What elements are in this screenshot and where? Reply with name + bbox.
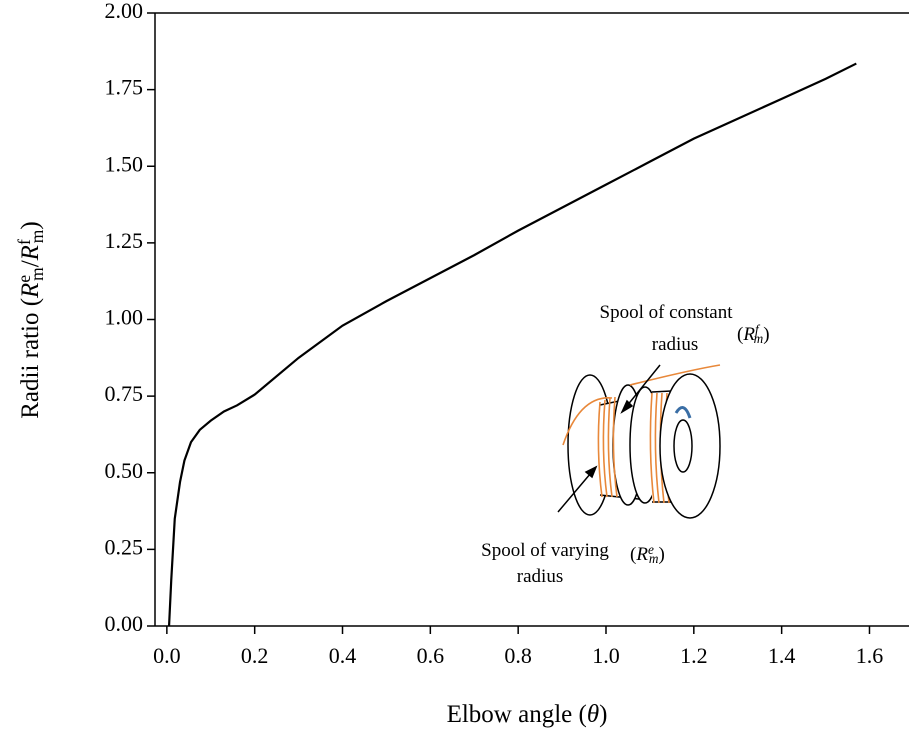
x-axis-label-part: ) — [599, 701, 607, 728]
x-tick-label: 0.6 — [417, 643, 445, 668]
annotation-symbol-part: e — [648, 542, 654, 557]
annotation: radius — [652, 334, 698, 355]
annotation: Spool of varying — [481, 540, 609, 561]
y-axis-label-part: R — [17, 245, 44, 261]
y-tick-label: 0.75 — [105, 381, 144, 406]
annotation-symbol-part: m — [754, 331, 764, 346]
y-axis-label-part: m — [27, 229, 47, 243]
annotation-symbol-part: ) — [763, 324, 769, 345]
y-axis-label: Radii ratio (Rem/Rfm) — [14, 221, 47, 419]
annotation: Spool of constant — [600, 302, 734, 323]
x-tick-label: 0.4 — [329, 643, 357, 668]
x-axis-label-part: Elbow angle ( — [447, 701, 587, 728]
annotation-symbol-part: ( — [630, 544, 636, 565]
y-tick-label: 1.50 — [105, 151, 144, 176]
y-tick-label: 0.00 — [105, 611, 144, 636]
y-tick-label: 2.00 — [105, 0, 144, 23]
x-tick-label: 1.6 — [856, 643, 884, 668]
annotation: radius — [517, 566, 563, 587]
x-tick-label: 0.8 — [504, 643, 532, 668]
data-line — [167, 62, 857, 627]
x-tick-label: 0.0 — [153, 643, 181, 668]
annotation-symbol: (Rf m) — [737, 322, 770, 346]
y-axis-label-part: Radii ratio ( — [17, 298, 44, 419]
y-axis-label-part: / — [17, 260, 44, 267]
x-tick-label: 1.2 — [680, 643, 708, 668]
annotation-symbol-part: R — [635, 544, 648, 565]
x-tick-label: 1.4 — [768, 643, 796, 668]
annotation-symbol-part: ) — [658, 544, 664, 565]
x-axis-label-part: θ — [587, 701, 599, 728]
y-tick-label: 1.75 — [105, 75, 144, 100]
y-axis-label-part: R — [17, 283, 44, 299]
x-tick-label: 1.0 — [592, 643, 620, 668]
y-tick-label: 0.25 — [105, 534, 144, 559]
y-axis-label-part: e — [14, 275, 34, 283]
x-axis-label: Elbow angle (θ) — [447, 701, 608, 728]
annotation-symbol-part: R — [742, 324, 755, 345]
y-tick-label: 0.50 — [105, 458, 144, 483]
annotation-symbol-part: m — [649, 551, 659, 566]
y-axis-label-part: ) — [17, 221, 44, 229]
spool-illustration — [557, 364, 721, 519]
annotation-symbol-part: ( — [737, 324, 743, 345]
y-axis-label-part: f — [14, 239, 34, 245]
annotation-symbol: (Re m) — [630, 542, 665, 566]
y-tick-label: 1.25 — [105, 228, 144, 253]
y-axis-label-part: m — [27, 267, 47, 281]
y-tick-label: 1.00 — [105, 305, 144, 330]
x-tick-label: 0.2 — [241, 643, 269, 668]
annotation-symbol-part: f — [755, 322, 761, 337]
